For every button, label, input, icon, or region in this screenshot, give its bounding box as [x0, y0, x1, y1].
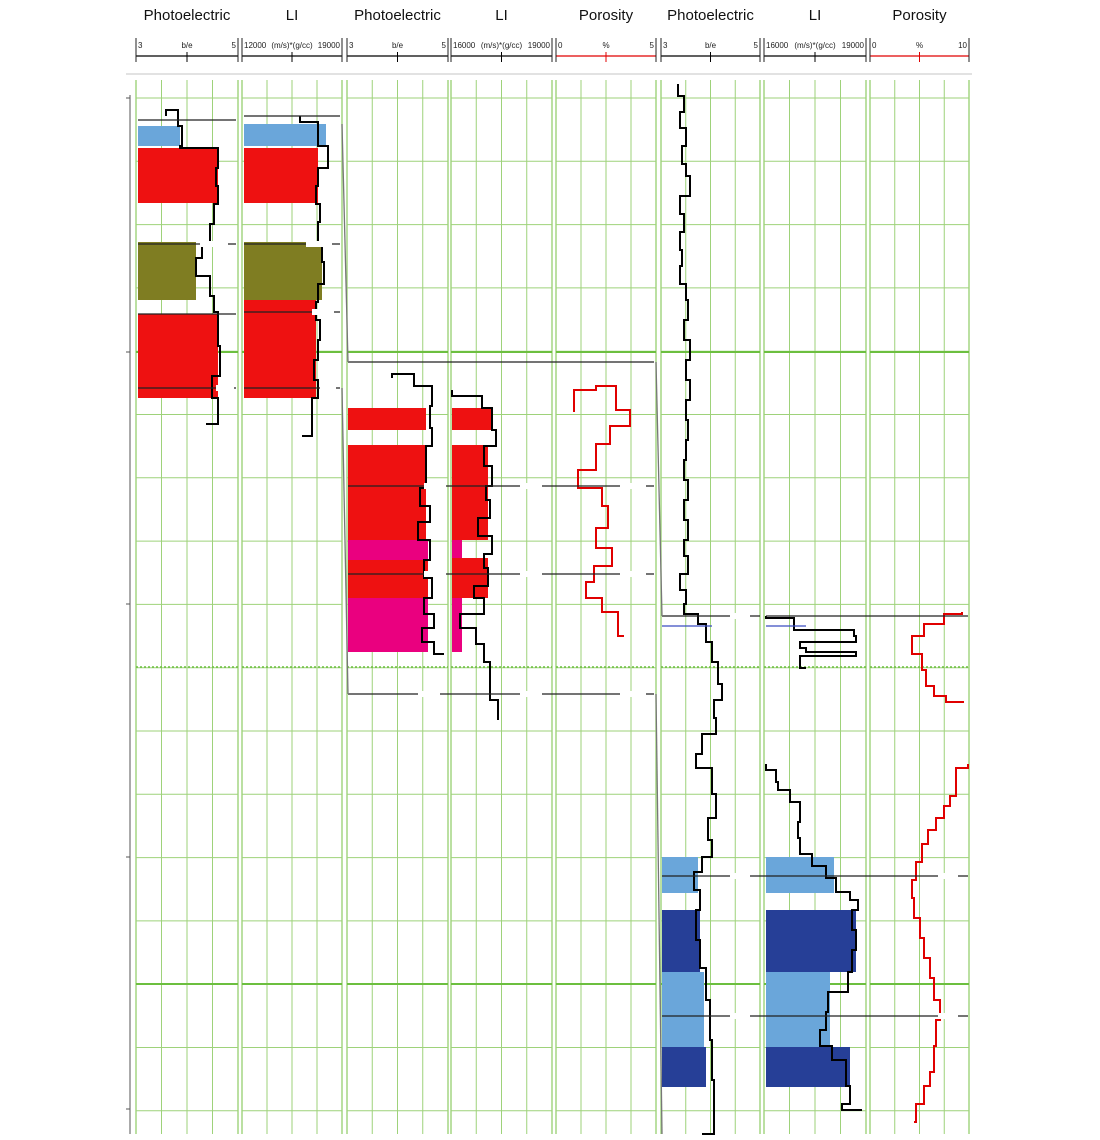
scale-max-label: 5 [232, 41, 237, 50]
track-title: LI [809, 7, 822, 24]
scale-unit-label: (m/s)*(g/cc) [271, 41, 313, 50]
scale-max-label: 19000 [842, 41, 865, 50]
scale-max-label: 19000 [528, 41, 551, 50]
scale-min-label: 12000 [244, 41, 267, 50]
facies-fill [138, 242, 196, 300]
facies-fill [452, 598, 462, 652]
scale-unit-label: b/e [181, 41, 193, 50]
facies-fill [138, 126, 180, 146]
facies-fill [348, 408, 426, 430]
track-title: LI [286, 7, 299, 24]
scale-min-label: 16000 [766, 41, 789, 50]
scale-unit-label: b/e [705, 41, 717, 50]
well-connector [655, 693, 663, 1135]
facies-fill [348, 598, 428, 652]
scale-max-label: 5 [650, 41, 655, 50]
curve-w3-porosity [911, 764, 969, 1123]
facies-fill [662, 910, 700, 972]
scale-max-label: 5 [754, 41, 759, 50]
correlation-marker-layer [138, 115, 968, 1135]
facies-fill [138, 148, 218, 203]
facies-fill [662, 857, 698, 893]
curve-w1-li [299, 116, 329, 437]
facies-fill [766, 1047, 850, 1087]
scale-min-label: 3 [349, 41, 354, 50]
well-connector [341, 123, 349, 363]
scale-max-label: 10 [958, 41, 967, 50]
scale-min-label: 0 [558, 41, 563, 50]
grid-layer [126, 73, 972, 1134]
facies-fill [244, 124, 326, 146]
track-title: Porosity [892, 7, 947, 24]
facies-fill [244, 148, 318, 203]
track-title: Porosity [579, 7, 634, 24]
curve-w2-li [451, 390, 499, 720]
scale-unit-label: (m/s)*(g/cc) [481, 41, 523, 50]
scale-unit-label: b/e [392, 41, 404, 50]
facies-fill [662, 1047, 706, 1087]
facies-fill [348, 540, 428, 560]
curve-w2-photoelectric [391, 373, 444, 655]
scale-max-label: 5 [442, 41, 447, 50]
curve-w3-porosity-upper [911, 612, 964, 703]
facies-fill [348, 445, 426, 540]
facies-fill [766, 857, 834, 893]
facies-fill [662, 972, 704, 1047]
curve-w3-li [765, 764, 862, 1111]
facies-fill [452, 408, 492, 430]
facies-fill [452, 540, 462, 558]
track-title: LI [495, 7, 508, 24]
scale-max-label: 19000 [318, 41, 341, 50]
facies-fill [348, 560, 428, 598]
facies-fill [452, 558, 488, 598]
facies-fill [138, 314, 218, 398]
curve-w3-photoelectric [677, 84, 723, 1135]
track-title: Photoelectric [667, 7, 754, 24]
track-title: Photoelectric [354, 7, 441, 24]
scale-min-label: 16000 [453, 41, 476, 50]
facies-fill-layer [138, 124, 856, 1087]
well-connector [341, 387, 349, 695]
scale-min-label: 3 [663, 41, 668, 50]
curve-w2-porosity [573, 385, 631, 637]
facies-fill [452, 445, 488, 540]
scale-min-label: 0 [872, 41, 877, 50]
scale-unit-label: % [916, 41, 923, 50]
facies-fill [244, 300, 316, 398]
well-connector [655, 361, 663, 617]
scale-min-label: 3 [138, 41, 143, 50]
facies-fill [766, 910, 856, 972]
track-title: Photoelectric [144, 7, 231, 24]
facies-fill [244, 242, 322, 300]
scale-unit-label: % [602, 41, 609, 50]
scale-unit-label: (m/s)*(g/cc) [794, 41, 836, 50]
log-curve-layer [165, 84, 969, 1135]
track-header-layer: Photoelectric 3 b/e 5 LI 12000 (m/s)*(g/cc) 190… [135, 7, 970, 62]
